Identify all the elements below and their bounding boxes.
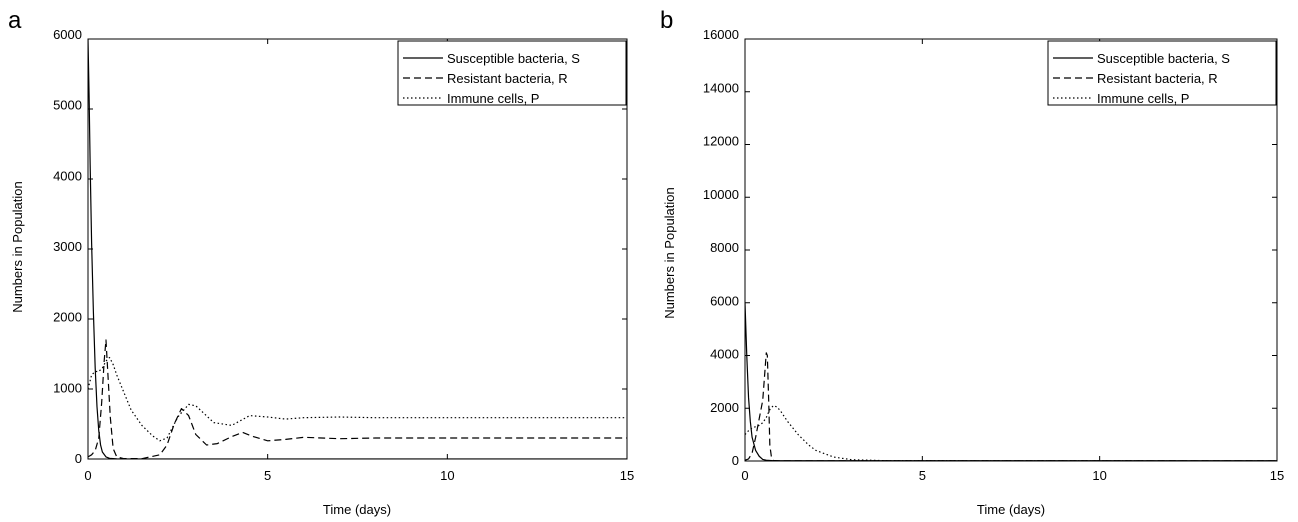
legend-box (397, 40, 627, 106)
series-line-solid (745, 302, 1277, 461)
series-line-dotted (88, 356, 627, 442)
legend-label: Resistant bacteria, R (447, 71, 568, 86)
x-tick-label: 5 (264, 468, 271, 483)
y-axis-label-a: Numbers in Population (10, 181, 25, 313)
legend-label: Susceptible bacteria, S (447, 51, 580, 66)
y-tick-label: 16000 (703, 27, 739, 42)
y-axis-label-b: Numbers in Population (662, 187, 677, 319)
y-tick-label: 1000 (53, 380, 82, 395)
x-tick-label: 5 (919, 468, 926, 483)
x-axis-label-b: Time (days) (977, 502, 1045, 517)
y-tick-label: 2000 (710, 400, 739, 415)
x-tick-label: 10 (440, 468, 454, 483)
y-tick-label: 4000 (710, 347, 739, 362)
y-tick-label: 6000 (710, 293, 739, 308)
x-tick-label: 15 (620, 468, 634, 483)
x-tick-label: 0 (741, 468, 748, 483)
series-line-dashed (88, 339, 627, 459)
legend-label: Susceptible bacteria, S (1097, 51, 1230, 66)
legend-label: Immune cells, P (1097, 91, 1189, 106)
y-tick-label: 3000 (53, 239, 82, 254)
chart-panel-b: b Numbers in Population Time (days) 0 5 … (660, 7, 1284, 517)
legend-a: Susceptible bacteria, S Resistant bacter… (397, 40, 627, 106)
chart-panel-a: a Numbers in Population Time (days) 0 5 … (8, 7, 634, 517)
y-tick-label: 2000 (53, 310, 82, 325)
panel-label-b: b (660, 7, 673, 34)
x-tick-label: 0 (84, 468, 91, 483)
series-line-dashed (745, 352, 1277, 461)
legend-box (1047, 40, 1277, 106)
y-tick-label: 10000 (703, 187, 739, 202)
y-tick-label: 4000 (53, 168, 82, 183)
y-tick-label: 6000 (53, 27, 82, 42)
panel-label-a: a (8, 7, 22, 34)
y-tick-label: 5000 (53, 98, 82, 113)
series-lines (745, 302, 1277, 461)
y-tick-label: 8000 (710, 240, 739, 255)
x-tick-label: 10 (1092, 468, 1106, 483)
x-axis-label-a: Time (days) (323, 502, 391, 517)
legend-label: Immune cells, P (447, 91, 539, 106)
series-line-dotted (745, 405, 1277, 461)
y-tick-label: 12000 (703, 134, 739, 149)
tick-marks (87, 38, 628, 460)
legend-label: Resistant bacteria, R (1097, 71, 1218, 86)
y-tick-label: 14000 (703, 80, 739, 95)
y-tick-label: 0 (75, 451, 82, 466)
x-tick-label: 15 (1270, 468, 1284, 483)
legend-b: Susceptible bacteria, S Resistant bacter… (1047, 40, 1277, 106)
y-tick-label: 0 (732, 453, 739, 468)
